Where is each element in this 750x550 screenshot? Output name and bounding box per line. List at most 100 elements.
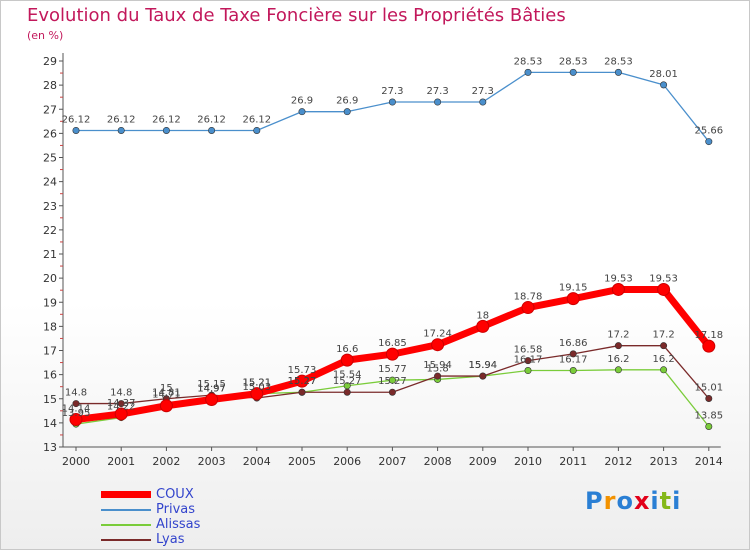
legend-item-privas: Privas (101, 502, 261, 517)
data-label-privas: 27.3 (472, 86, 494, 97)
legend-label: COUX (156, 487, 194, 502)
x-tick-label: 2003 (198, 455, 226, 468)
data-label-coux: 19.53 (649, 273, 678, 284)
data-label-privas: 26.12 (62, 114, 91, 125)
proxiti-logo: Proxiti (585, 487, 681, 515)
data-point-lyas (434, 372, 442, 380)
data-label-coux: 16.85 (378, 338, 407, 349)
data-point-lyas (343, 388, 351, 396)
data-label-privas: 28.53 (514, 56, 543, 67)
data-label-lyas: 15.27 (333, 376, 362, 387)
y-tick-label: 13 (43, 441, 57, 454)
legend-item-lyas: Lyas (101, 532, 261, 547)
data-label-lyas: 15 (160, 383, 173, 394)
y-tick-label: 27 (43, 103, 57, 116)
data-label-alissas: 15.27 (288, 376, 317, 387)
logo-letter: r (603, 487, 617, 515)
data-point-privas (343, 108, 351, 116)
data-label-coux: 14.71 (152, 390, 181, 401)
data-label-lyas: 15.15 (197, 379, 226, 390)
x-tick-label: 2005 (288, 455, 316, 468)
logo-letter: t (659, 487, 673, 515)
y-tick-label: 29 (43, 55, 57, 68)
data-label-coux: 14.37 (107, 398, 136, 409)
x-tick-label: 2012 (604, 455, 632, 468)
data-point-lyas (298, 388, 306, 396)
data-label-coux: 18 (476, 310, 489, 321)
data-label-lyas: 15.01 (694, 383, 723, 394)
data-label-privas: 27.3 (426, 86, 448, 97)
x-tick-label: 2000 (62, 455, 90, 468)
data-point-lyas (660, 342, 668, 350)
data-point-privas (208, 126, 216, 134)
logo-letter: i (650, 487, 660, 515)
legend-item-alissas: Alissas (101, 517, 261, 532)
data-point-privas (705, 138, 713, 146)
data-point-lyas (479, 372, 487, 380)
data-point-lyas (388, 388, 396, 396)
data-label-privas: 28.53 (604, 56, 633, 67)
logo-letter: o (616, 487, 634, 515)
data-label-privas: 28.53 (559, 56, 588, 67)
chart-legend: COUX Privas Alissas Lyas (101, 487, 261, 547)
data-point-privas (434, 98, 442, 106)
data-point-lyas (524, 357, 532, 365)
legend-label: Privas (156, 502, 195, 517)
y-tick-label: 25 (43, 152, 57, 165)
data-label-privas: 28.01 (649, 69, 678, 80)
legend-swatch (101, 509, 151, 511)
chart-title: Evolution du Taux de Taxe Foncière sur l… (27, 5, 566, 26)
data-label-lyas: 16.86 (559, 338, 588, 349)
x-tick-label: 2004 (243, 455, 271, 468)
data-label-privas: 26.9 (291, 96, 313, 107)
data-label-lyas: 15.27 (288, 376, 317, 387)
data-label-alissas: 15.8 (426, 363, 448, 374)
data-label-coux: 18.78 (514, 292, 543, 303)
data-label-alissas: 15.77 (378, 364, 407, 375)
y-tick-label: 28 (43, 79, 57, 92)
data-label-privas: 26.12 (242, 114, 271, 125)
legend-item-coux: COUX (101, 487, 261, 502)
data-label-privas: 27.3 (381, 86, 403, 97)
data-label-coux: 17.18 (694, 330, 723, 341)
data-point-coux (521, 301, 535, 315)
legend-swatch (101, 524, 151, 526)
x-tick-label: 2008 (424, 455, 452, 468)
y-tick-label: 17 (43, 345, 57, 358)
y-tick-label: 26 (43, 127, 57, 140)
data-point-lyas (72, 400, 80, 408)
data-point-alissas (524, 367, 532, 375)
y-tick-label: 24 (43, 176, 57, 189)
data-label-privas: 25.66 (694, 126, 723, 137)
data-label-coux: 14.97 (197, 383, 226, 394)
x-tick-label: 2002 (152, 455, 180, 468)
data-label-privas: 26.12 (152, 114, 181, 125)
data-point-coux (385, 347, 399, 361)
data-label-coux: 16.6 (336, 344, 358, 355)
data-point-coux (340, 353, 354, 367)
data-point-lyas (705, 395, 713, 403)
data-label-alissas: 13.85 (694, 410, 723, 421)
data-point-coux (611, 282, 625, 296)
data-point-privas (298, 108, 306, 116)
data-label-lyas: 16.58 (514, 345, 543, 356)
data-label-privas: 26.9 (336, 96, 358, 107)
data-point-privas (660, 81, 668, 89)
data-label-alissas: 15.21 (242, 378, 271, 389)
x-tick-label: 2011 (559, 455, 587, 468)
data-label-lyas: 15.03 (242, 382, 271, 393)
legend-swatch (101, 491, 151, 498)
data-point-coux (431, 338, 445, 352)
data-point-coux (476, 319, 490, 333)
y-tick-label: 19 (43, 296, 57, 309)
data-point-privas (117, 126, 125, 134)
legend-label: Alissas (156, 517, 201, 532)
data-label-lyas: 17.2 (652, 330, 674, 341)
x-tick-label: 2014 (695, 455, 723, 468)
x-tick-label: 2001 (107, 455, 135, 468)
data-point-privas (524, 68, 532, 76)
data-point-privas (72, 126, 80, 134)
x-tick-label: 2009 (469, 455, 497, 468)
